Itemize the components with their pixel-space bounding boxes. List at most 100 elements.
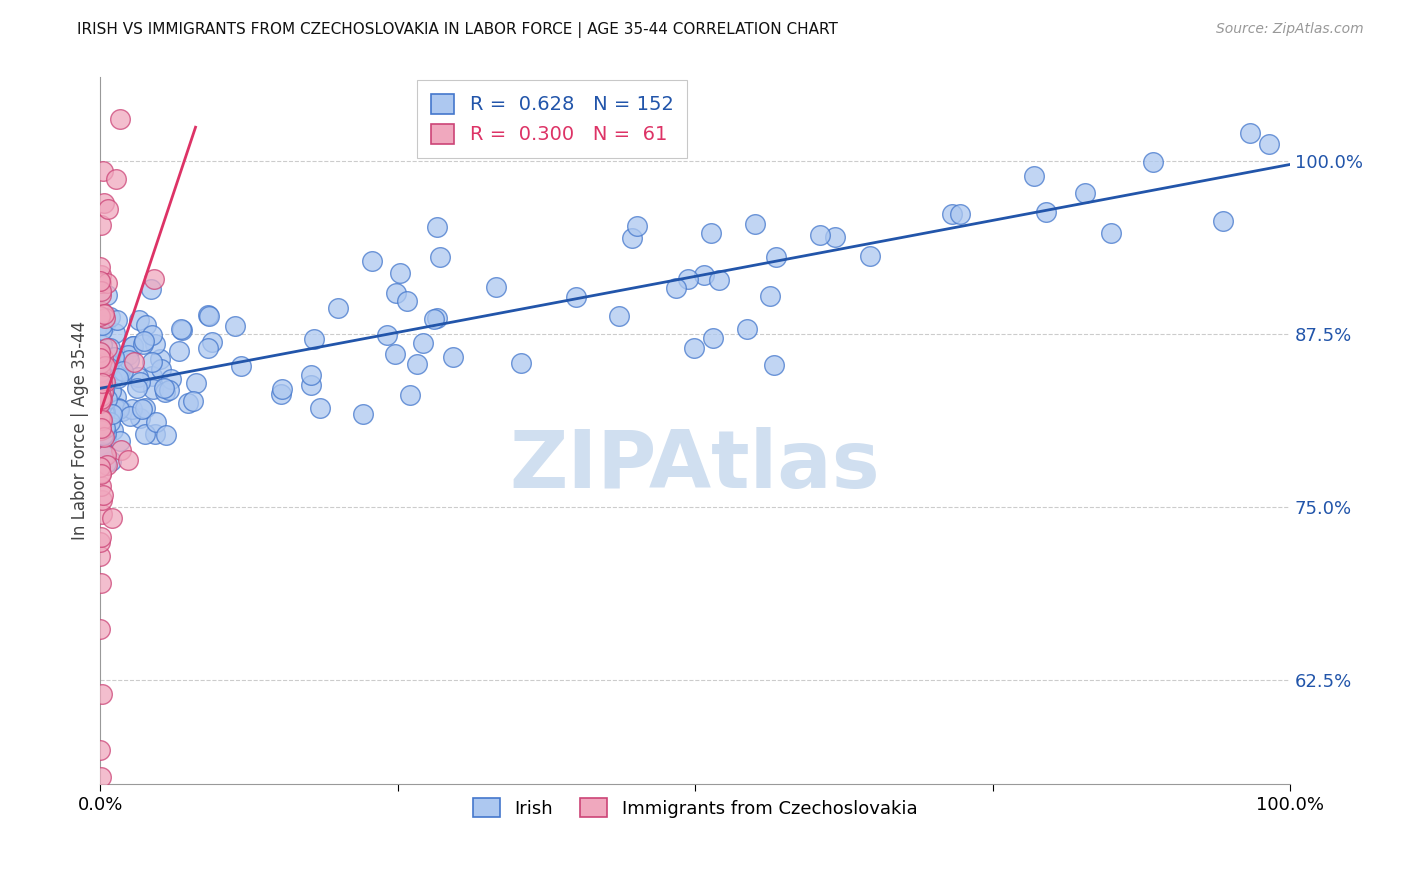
- Point: [1024, 169, 1046, 183]
- Point: [93, 307, 115, 321]
- Point: [1142, 155, 1164, 169]
- Point: [91, 384, 114, 399]
- Point: [89, 743, 111, 757]
- Point: [127, 370, 149, 384]
- Point: [326, 301, 349, 315]
- Point: [97, 357, 120, 371]
- Point: [91, 376, 114, 390]
- Point: [89, 348, 111, 362]
- Point: [145, 426, 167, 441]
- Point: [299, 368, 322, 382]
- Point: [90, 479, 112, 493]
- Point: [104, 171, 127, 186]
- Point: [93, 380, 115, 394]
- Point: [360, 254, 382, 268]
- Point: [90, 770, 112, 784]
- Point: [107, 371, 129, 385]
- Point: [108, 112, 131, 126]
- Point: [93, 406, 115, 420]
- Point: [224, 319, 246, 334]
- Point: [90, 218, 112, 232]
- Y-axis label: In Labor Force | Age 35-44: In Labor Force | Age 35-44: [72, 321, 89, 541]
- Point: [90, 576, 112, 591]
- Point: [90, 350, 112, 364]
- Point: [107, 401, 129, 415]
- Point: [510, 356, 533, 370]
- Point: [96, 350, 118, 364]
- Point: [426, 220, 449, 235]
- Point: [96, 392, 118, 406]
- Point: [270, 382, 292, 396]
- Point: [117, 453, 139, 467]
- Point: [103, 350, 125, 364]
- Point: [765, 251, 787, 265]
- Point: [94, 318, 117, 333]
- Text: IRISH VS IMMIGRANTS FROM CZECHOSLOVAKIA IN LABOR FORCE | AGE 35-44 CORRELATION C: IRISH VS IMMIGRANTS FROM CZECHOSLOVAKIA …: [77, 22, 838, 38]
- Point: [824, 230, 846, 244]
- Point: [91, 427, 114, 442]
- Point: [90, 337, 112, 351]
- Point: [93, 404, 115, 418]
- Point: [169, 343, 191, 358]
- Point: [112, 351, 135, 366]
- Point: [758, 289, 780, 303]
- Point: [105, 313, 128, 327]
- Point: [93, 383, 115, 397]
- Point: [676, 271, 699, 285]
- Point: [90, 413, 112, 427]
- Point: [90, 389, 112, 403]
- Point: [1074, 186, 1097, 201]
- Point: [96, 341, 118, 355]
- Point: [90, 288, 112, 302]
- Point: [90, 376, 112, 390]
- Point: [89, 534, 111, 549]
- Point: [94, 376, 117, 390]
- Point: [426, 310, 449, 325]
- Point: [118, 353, 141, 368]
- Point: [1239, 126, 1261, 140]
- Point: [107, 363, 129, 377]
- Point: [157, 384, 180, 398]
- Point: [153, 381, 176, 395]
- Text: ZIPAtlas: ZIPAtlas: [510, 427, 880, 505]
- Point: [429, 250, 451, 264]
- Point: [91, 487, 114, 501]
- Point: [375, 327, 398, 342]
- Point: [90, 466, 112, 480]
- Point: [105, 390, 128, 404]
- Point: [170, 321, 193, 335]
- Point: [90, 398, 112, 412]
- Point: [121, 339, 143, 353]
- Point: [709, 273, 731, 287]
- Point: [485, 279, 508, 293]
- Point: [90, 429, 112, 443]
- Point: [101, 510, 124, 524]
- Point: [89, 309, 111, 323]
- Point: [96, 368, 118, 382]
- Point: [94, 421, 117, 435]
- Point: [155, 385, 177, 400]
- Point: [1035, 205, 1057, 219]
- Point: [93, 196, 115, 211]
- Point: [91, 687, 114, 701]
- Point: [94, 359, 117, 373]
- Point: [150, 361, 173, 376]
- Point: [94, 430, 117, 444]
- Point: [91, 446, 114, 460]
- Point: [129, 410, 152, 425]
- Point: [91, 507, 114, 521]
- Point: [145, 415, 167, 429]
- Point: [412, 335, 434, 350]
- Point: [101, 404, 124, 418]
- Point: [100, 454, 122, 468]
- Point: [96, 458, 118, 472]
- Point: [91, 392, 114, 407]
- Point: [94, 456, 117, 470]
- Point: [101, 372, 124, 386]
- Point: [626, 219, 648, 233]
- Point: [89, 549, 111, 563]
- Point: [89, 274, 111, 288]
- Point: [90, 393, 112, 408]
- Point: [97, 202, 120, 216]
- Point: [100, 384, 122, 398]
